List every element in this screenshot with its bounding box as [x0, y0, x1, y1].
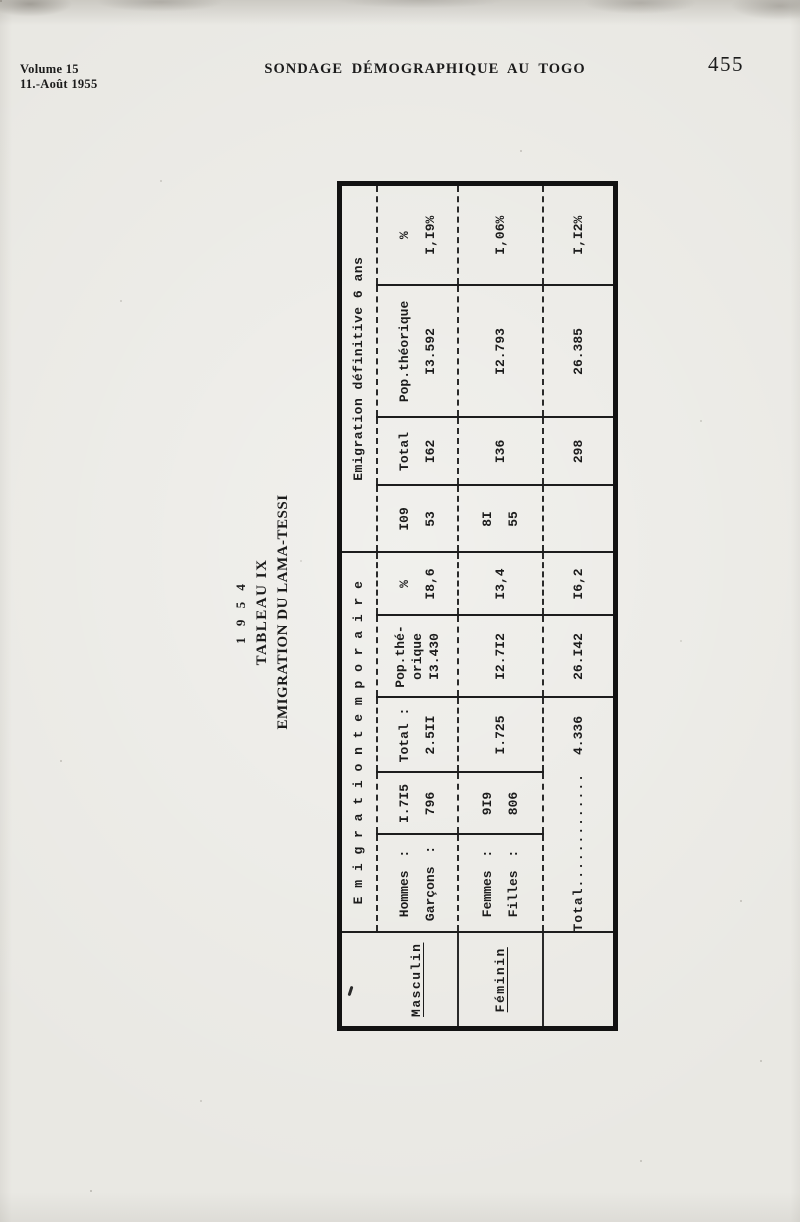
cell-line: 2.5II	[422, 715, 438, 755]
header-emigration-temporaire: E m i g r a t i o n t e m p o r a i r e	[339, 552, 377, 933]
emigration-table: E m i g r a t i o n t e m p o r a i r e …	[337, 180, 618, 1031]
cell-line: 9I9	[479, 791, 495, 816]
cell-temporaire-pct: I6,2	[543, 552, 616, 616]
cell-temporaire-pop: I2.7I2	[458, 615, 543, 698]
table-number: TABLEAU IX	[254, 558, 270, 666]
cell-line: Total	[396, 431, 412, 471]
cell-line: Pop.théorique	[396, 300, 412, 403]
table-row-feminin: Féminin Femmes : Filles : 9I9 806 I.725 …	[458, 183, 543, 1029]
issue-date: 11.-Août 1955	[20, 76, 98, 91]
cell-line: I.7I5	[396, 784, 412, 824]
cell-definitive-pct: I,06%	[458, 183, 543, 286]
cell-line: I8,6	[422, 568, 438, 600]
cell-temporaire-pct: % I8,6	[377, 552, 458, 616]
table-year: 1 9 5 4	[233, 580, 248, 644]
cell-line: I3.430	[427, 633, 442, 680]
page-number: 455	[708, 52, 744, 76]
cell-definitive-total: 298	[543, 417, 616, 486]
cell-categories: Femmes : Filles :	[458, 834, 543, 933]
table-title-block: 1 9 5 4 TABLEAU IX EMIGRATION DU LAMA-TE…	[233, 488, 307, 736]
table-subject: EMIGRATION DU LAMA-TESSI	[275, 494, 291, 730]
header-emigration-definitive: ▲ Emigration définitive 6 ans	[339, 183, 377, 553]
temporaire-label: E m i g r a t i o n t e m p o r a i r e	[351, 580, 366, 905]
cell-definitive-pop: Pop.théorique I3.592	[377, 285, 458, 418]
volume-number: Volume 15	[20, 62, 79, 76]
cell-definitive-total: I36	[458, 417, 543, 486]
corner-cell	[340, 933, 378, 1029]
cell-line: Filles :	[505, 849, 521, 918]
cell-line: %	[396, 231, 412, 240]
row-label-cell: Féminin	[458, 932, 543, 1029]
table-row-masculin: Masculin Hommes : Garçons : I.7I5 796 To…	[377, 183, 458, 1028]
cell-line: orique	[410, 633, 425, 680]
cell-line: I,I9%	[422, 215, 438, 255]
row-label-masculin: Masculin	[409, 942, 424, 1017]
cell-line: I09	[396, 507, 412, 531]
cell-values: 9I9 806	[458, 772, 543, 835]
cell-line: Hommes :	[396, 849, 412, 918]
cell-values: I.7I5 796	[377, 772, 458, 835]
rotated-table-region: E m i g r a t i o n t e m p o r a i r e …	[337, 180, 618, 1031]
cell-temporaire-total: Total : 2.5II	[377, 697, 458, 773]
cell-definitive-pct: % I,I9%	[377, 183, 458, 286]
row-label-cell	[543, 932, 616, 1029]
cell-line: Pop.thé-	[393, 625, 408, 688]
cell-line: 55	[505, 511, 521, 527]
journal-title: SONDAGE DÉMOGRAPHIQUE AU TOGO	[264, 61, 586, 77]
cell-temporaire-pop: Pop.thé- orique I3.430	[377, 615, 458, 698]
cell-line: Garçons :	[422, 845, 438, 922]
cell-line: 796	[422, 791, 438, 816]
scan-edge-artifact	[0, 0, 800, 30]
cell-definitive-values	[543, 485, 616, 553]
cell-definitive-values: I09 53	[377, 485, 458, 553]
cell-line: 8I	[479, 511, 495, 527]
row-label-feminin: Féminin	[492, 947, 508, 1013]
cell-line: %	[396, 580, 412, 588]
cell-temporaire-total: I.725	[458, 697, 543, 773]
cell-line: 806	[505, 791, 521, 816]
cell-line: 53	[422, 511, 438, 527]
cell-line: I62	[422, 439, 438, 464]
cell-line: Total :	[396, 707, 412, 763]
cell-definitive-values: 8I 55	[458, 485, 543, 553]
cell-temporaire-total: 4.336	[543, 697, 616, 773]
cell-line: I3.592	[422, 328, 438, 375]
cell-categories: Hommes : Garçons :	[377, 834, 458, 933]
scan-speckles	[0, 0, 2, 2]
cell-total-label: Total..............	[543, 772, 616, 933]
row-label-cell: Masculin	[377, 933, 458, 1029]
cell-temporaire-pct: I3,4	[458, 552, 543, 616]
cell-definitive-pop: 26.385	[543, 285, 616, 418]
volume-info: Volume 15 11.-Août 1955	[20, 62, 98, 91]
table-row-total: Total.............. 4.336 26.I42 I6,2 29…	[543, 183, 616, 1029]
table-header-row: E m i g r a t i o n t e m p o r a i r e …	[339, 183, 378, 1029]
definitive-label: Emigration définitive 6 ans	[351, 256, 366, 481]
cell-definitive-pop: I2.793	[458, 285, 543, 418]
cell-definitive-total: Total I62	[377, 417, 458, 486]
cell-definitive-pct: I,I2%	[543, 183, 616, 286]
cell-line: Femmes :	[479, 849, 495, 918]
cell-temporaire-pop: 26.I42	[543, 615, 616, 698]
